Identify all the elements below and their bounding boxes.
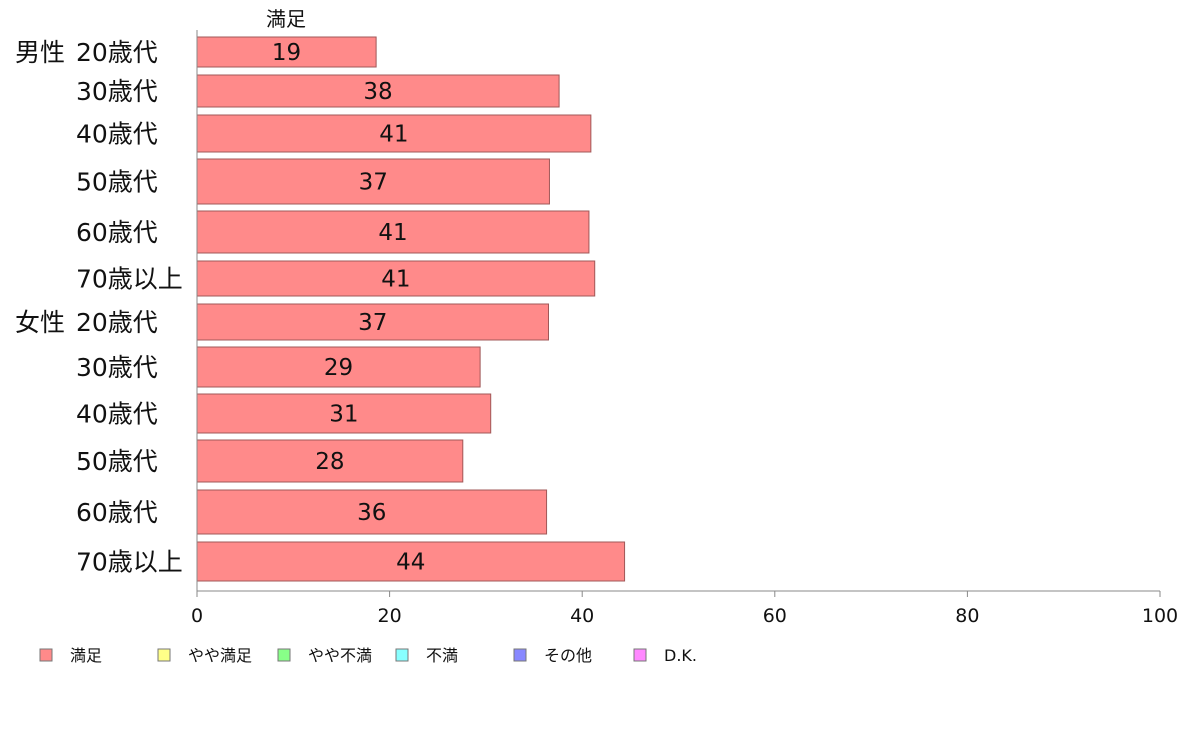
x-tick-label: 60 [763,605,787,627]
category-label: 40歳代 [76,400,158,429]
category-label: 60歳代 [76,498,158,527]
bar-value-label: 19 [272,40,301,66]
x-tick-label: 100 [1142,605,1178,627]
bar-value-label: 37 [358,310,387,336]
bar [196,114,592,153]
legend-swatch [633,648,647,662]
bar-value-label: 37 [359,170,388,196]
legend-swatch [513,648,527,662]
column-title: 満足 [266,7,306,31]
bar [196,36,377,68]
bar-value-label: 41 [379,122,408,148]
x-axis: 0 20 40 60 80 100 [191,30,1178,627]
category-label: 60歳代 [76,218,158,247]
category-label: 30歳代 [76,353,158,382]
bar [196,541,626,582]
category-label: 20歳代 [76,38,158,67]
bar [196,74,560,108]
bar [196,439,464,483]
bar-value-label: 44 [396,550,425,576]
x-tick-label: 20 [378,605,402,627]
legend-label: その他 [544,646,592,665]
legend-swatch [39,648,53,662]
category-label: 40歳代 [76,120,158,149]
legend-label: D.K. [664,646,697,665]
bar-value-label: 41 [381,267,410,293]
bar-value-label: 36 [357,500,386,526]
category-labels: 20歳代 30歳代 40歳代 50歳代 60歳代 70歳以上 20歳代 30歳代 40歳代 50歳… [15,38,183,577]
category-label: 20歳代 [76,308,158,337]
bar-value-label: 29 [324,355,353,381]
category-label: 50歳代 [76,168,158,197]
bar-value-label: 38 [363,79,392,105]
legend-label: やや満足 [188,646,252,665]
legend-label: 不満 [426,646,458,665]
group-label: 女性 [15,308,65,337]
category-label: 50歳代 [76,447,158,476]
legend: 満足 やや満足 やや不満 不満 その他 D.K. [39,646,697,665]
legend-swatch [277,648,291,662]
legend-swatch [395,648,409,662]
legend-label: 満足 [70,646,102,665]
x-tick-label: 0 [191,605,203,627]
category-label: 30歳代 [76,77,158,106]
legend-swatch [157,648,171,662]
bar [196,210,590,254]
bar [196,489,548,535]
bar-value-label: 31 [329,402,358,428]
x-tick-label: 80 [955,605,979,627]
bar [196,158,550,205]
group-label: 男性 [15,38,65,67]
x-tick-label: 40 [570,605,594,627]
bar [196,303,549,341]
bar-value-label: 41 [378,220,407,246]
category-label: 70歳以上 [76,548,183,577]
bar-value-label: 28 [315,449,344,475]
legend-label: やや不満 [308,646,372,665]
category-label: 70歳以上 [76,265,183,294]
